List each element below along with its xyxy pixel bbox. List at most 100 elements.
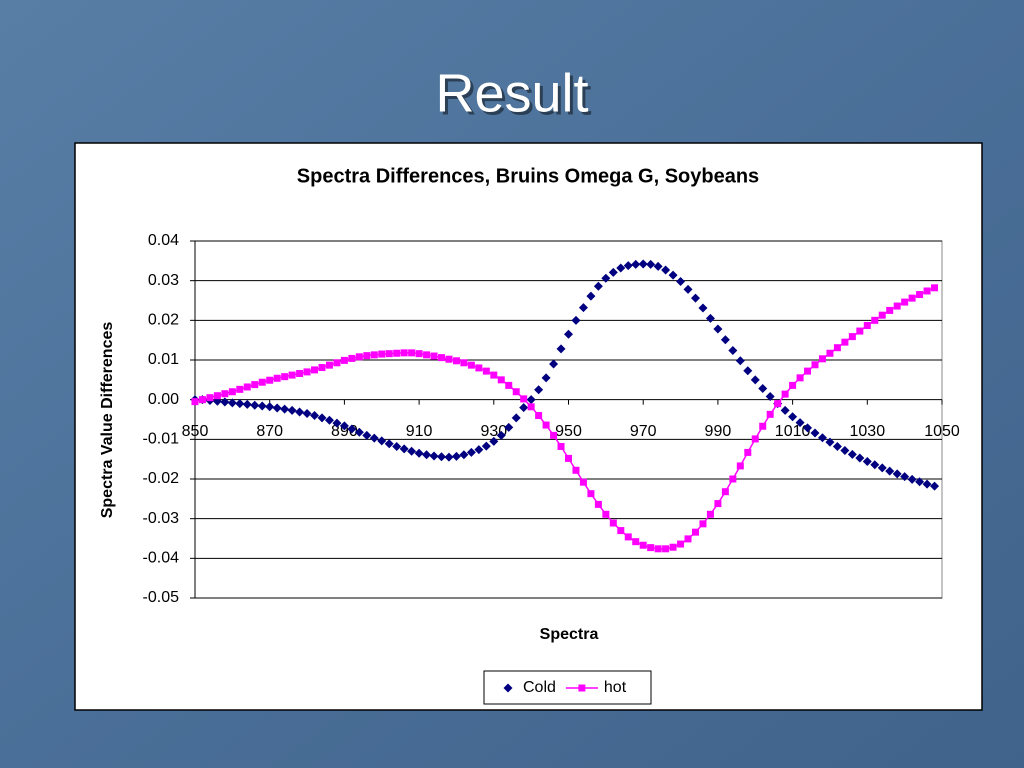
data-point (796, 374, 804, 382)
data-point (265, 402, 275, 412)
data-point (744, 448, 752, 456)
data-point (287, 405, 297, 415)
data-point (257, 401, 267, 411)
data-point (705, 313, 715, 323)
data-point (639, 541, 647, 549)
data-point (430, 352, 438, 360)
data-point (624, 533, 632, 541)
data-point (728, 345, 738, 355)
data-point (384, 439, 394, 449)
data-point (556, 344, 566, 354)
data-point (810, 428, 820, 438)
data-point (587, 490, 595, 498)
data-point (795, 418, 805, 428)
data-point (743, 366, 753, 376)
data-point (735, 356, 745, 366)
data-point (235, 399, 245, 409)
legend-label: hot (604, 679, 627, 696)
data-point (250, 400, 260, 410)
data-point (451, 451, 461, 461)
data-point (220, 397, 230, 407)
data-point (892, 469, 902, 479)
data-point (818, 355, 826, 363)
data-point (908, 294, 916, 302)
data-point (385, 350, 393, 358)
data-point (392, 441, 402, 451)
data-point (303, 368, 311, 376)
data-point (901, 298, 909, 306)
data-point (713, 324, 723, 334)
data-point (266, 376, 274, 384)
legend-label: Cold (523, 679, 556, 696)
data-point (347, 424, 357, 434)
data-point (198, 396, 206, 404)
x-axis-label: Spectra (540, 626, 599, 643)
data-point (609, 519, 617, 527)
data-point (280, 404, 290, 414)
data-point (466, 447, 476, 457)
data-point (363, 352, 371, 360)
data-point (377, 436, 387, 446)
data-point (750, 375, 760, 385)
data-point (631, 259, 641, 269)
data-point (751, 435, 759, 443)
data-point (251, 381, 259, 389)
data-point (736, 462, 744, 470)
data-point (885, 466, 895, 476)
data-point (646, 259, 656, 269)
data-point (505, 381, 513, 389)
data-point (378, 350, 386, 358)
data-point (780, 405, 790, 415)
data-point (370, 351, 378, 359)
data-point (930, 481, 940, 491)
data-point (512, 388, 520, 396)
data-point (227, 398, 237, 408)
data-point (452, 357, 460, 365)
data-point (325, 361, 333, 369)
data-point (438, 354, 446, 362)
data-point (668, 270, 678, 280)
data-point (638, 259, 648, 269)
data-point (623, 261, 633, 271)
data-point (683, 284, 693, 294)
data-point (236, 385, 244, 393)
data-point (475, 364, 483, 372)
data-point (281, 373, 289, 381)
x-tick-label: 1010 (775, 423, 811, 440)
data-point (272, 403, 282, 413)
data-point (355, 353, 363, 361)
data-point (422, 450, 432, 460)
data-point (706, 510, 714, 518)
data-point (840, 445, 850, 455)
data-point (317, 413, 327, 423)
data-point (578, 303, 588, 313)
data-point (862, 457, 872, 467)
data-point (699, 520, 707, 528)
y-tick-label: -0.02 (143, 470, 180, 487)
data-point (661, 265, 671, 275)
data-point (565, 454, 572, 462)
data-point (676, 276, 686, 286)
data-point (915, 477, 925, 487)
data-point (399, 444, 409, 454)
data-point (354, 427, 364, 437)
data-point (586, 291, 596, 301)
data-point (550, 431, 558, 439)
data-point (826, 349, 834, 357)
data-point (721, 488, 729, 496)
data-point (213, 392, 221, 400)
data-point (362, 430, 372, 440)
data-point (339, 421, 349, 431)
y-tick-label: -0.05 (143, 589, 180, 606)
data-point (474, 445, 484, 455)
x-tick-label: 970 (630, 423, 657, 440)
data-point (489, 436, 499, 446)
x-tick-label: 1030 (850, 423, 886, 440)
data-point (324, 415, 334, 425)
y-tick-label: -0.01 (143, 431, 180, 448)
data-point (460, 359, 468, 367)
data-point (720, 335, 730, 345)
data-point (467, 361, 475, 369)
data-point (893, 302, 901, 310)
